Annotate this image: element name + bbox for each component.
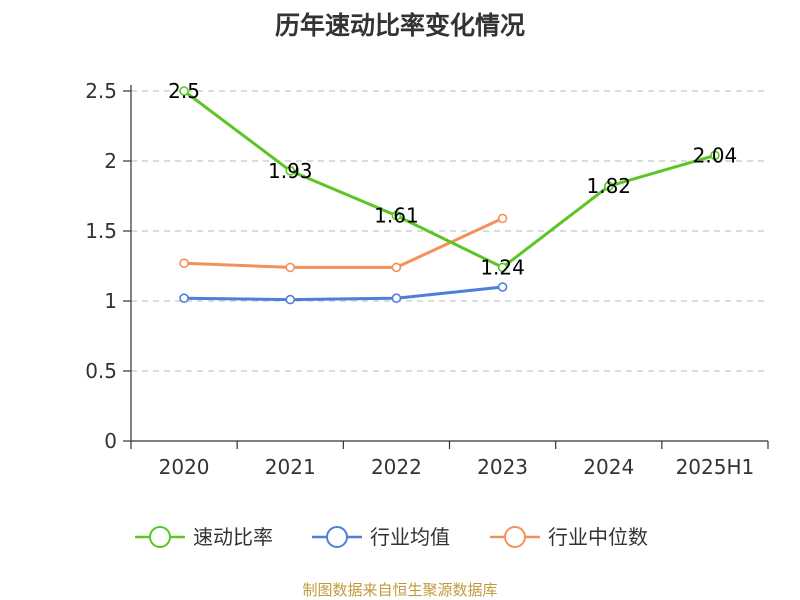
data-point <box>497 262 508 273</box>
x-tick-label: 2024 <box>583 455 634 479</box>
legend-label: 速动比率 <box>193 525 273 549</box>
x-tick-label: 2022 <box>371 455 422 479</box>
data-point <box>285 166 296 176</box>
data-point <box>179 258 189 269</box>
data-point <box>497 282 508 292</box>
legend-label: 行业均值 <box>370 525 450 549</box>
x-tick-label: 2021 <box>265 455 316 479</box>
data-point <box>603 181 614 191</box>
legend-marker <box>326 526 348 548</box>
y-tick-label: 0 <box>104 429 117 453</box>
data-point <box>710 150 720 161</box>
source-note: 制图数据来自恒生聚源数据库 <box>302 581 498 599</box>
series-line <box>183 89 716 269</box>
y-tick-label: 0.5 <box>85 359 117 383</box>
data-point <box>285 294 296 305</box>
data-label: 1.24 <box>480 255 525 279</box>
data-point <box>391 262 402 273</box>
legend-marker <box>504 526 526 548</box>
y-tick-label: 1.5 <box>85 219 117 243</box>
series-line <box>184 285 503 302</box>
y-tick-label: 2.5 <box>85 79 117 103</box>
legend-marker <box>149 526 171 548</box>
data-point <box>391 293 402 304</box>
x-tick-label: 2023 <box>477 455 528 479</box>
data-point <box>179 86 189 96</box>
data-point <box>285 262 296 273</box>
data-point <box>497 213 508 224</box>
legend-label: 行业中位数 <box>548 525 648 549</box>
data-label: 1.93 <box>268 159 313 183</box>
x-tick-label: 2025H1 <box>676 455 755 479</box>
data-point <box>179 293 189 304</box>
chart-title: 历年速动比率变化情况 <box>274 11 525 40</box>
data-label: 1.61 <box>374 204 419 228</box>
data-label: 1.82 <box>586 174 631 198</box>
data-label: 2.5 <box>168 79 200 103</box>
data-label: 2.04 <box>693 143 738 167</box>
y-tick-label: 1 <box>104 289 117 313</box>
y-tick-label: 2 <box>104 149 117 173</box>
data-point <box>391 210 402 221</box>
x-tick-label: 2020 <box>159 455 210 479</box>
